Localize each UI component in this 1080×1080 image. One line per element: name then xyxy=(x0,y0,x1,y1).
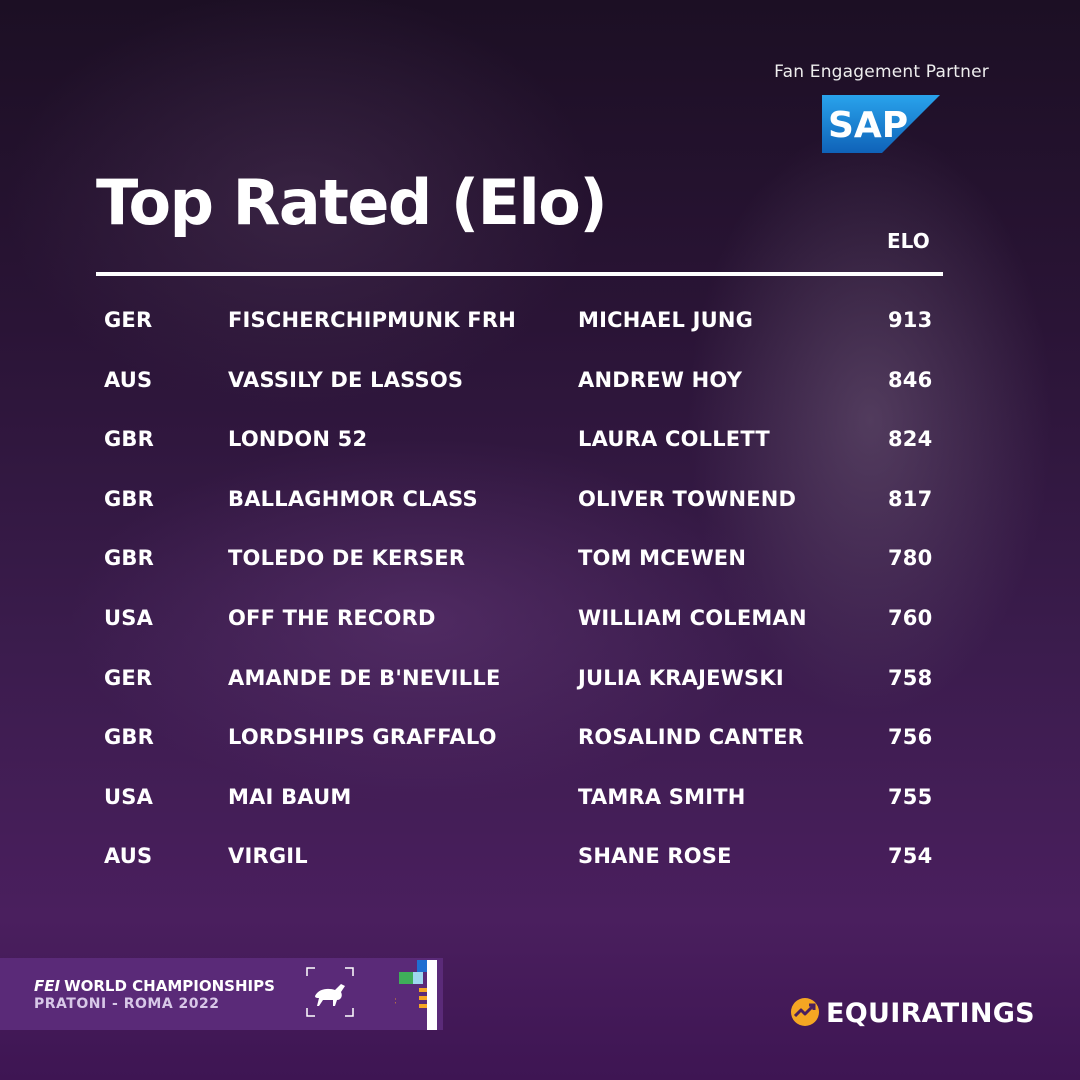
table-row: AUS VIRGIL SHANE ROSE 754 xyxy=(0,828,1080,888)
elo-cell: 846 xyxy=(888,367,933,392)
table-row: GBR LONDON 52 LAURA COLLETT 824 xyxy=(0,411,1080,471)
elo-cell: 780 xyxy=(888,546,933,571)
elo-cell: 817 xyxy=(888,486,933,511)
horse-cell: OFF THE RECORD xyxy=(228,605,436,630)
horse-cell: VASSILY DE LASSOS xyxy=(228,367,464,392)
rider-cell: TAMRA SMITH xyxy=(578,784,746,809)
horse-cell: FISCHERCHIPMUNK FRH xyxy=(228,308,516,332)
header-divider xyxy=(96,272,943,276)
page-title: Top Rated (Elo) xyxy=(96,166,608,239)
rider-cell: ANDREW HOY xyxy=(578,367,743,392)
rider-cell: LAURA COLLETT xyxy=(578,427,770,452)
horse-icon xyxy=(305,966,355,1018)
elo-cell: 913 xyxy=(888,308,933,332)
country-cell: GBR xyxy=(104,486,155,511)
rider-cell: SHANE ROSE xyxy=(578,844,732,869)
rider-cell: ROSALIND CANTER xyxy=(578,725,804,750)
elo-cell: 755 xyxy=(888,784,933,809)
country-cell: GBR xyxy=(104,725,155,750)
table-row: GBR TOLEDO DE KERSER TOM MCEWEN 780 xyxy=(0,530,1080,590)
country-cell: USA xyxy=(104,605,154,630)
country-cell: GBR xyxy=(104,427,155,452)
table-row: GER FISCHERCHIPMUNK FRH MICHAEL JUNG 913 xyxy=(0,292,1080,352)
partner-label: Fan Engagement Partner xyxy=(774,62,989,82)
championship-event: WORLD CHAMPIONSHIPS xyxy=(64,977,275,995)
horse-cell: VIRGIL xyxy=(228,844,308,869)
elo-cell: 760 xyxy=(888,605,933,630)
country-cell: GBR xyxy=(104,546,155,571)
horse-cell: LONDON 52 xyxy=(228,427,368,452)
horse-cell: BALLAGHMOR CLASS xyxy=(228,486,478,511)
country-cell: USA xyxy=(104,784,154,809)
country-cell: AUS xyxy=(104,844,153,869)
elo-cell: 758 xyxy=(888,665,933,690)
horse-cell: MAI BAUM xyxy=(228,784,352,809)
rider-cell: WILLIAM COLEMAN xyxy=(578,605,807,630)
table-row: GBR BALLAGHMOR CLASS OLIVER TOWNEND 817 xyxy=(0,471,1080,531)
country-cell: GER xyxy=(104,308,153,332)
equiratings-brand: EQUIRATINGS xyxy=(826,998,1035,1029)
elo-column-header: ELO xyxy=(887,229,930,253)
elo-cell: 824 xyxy=(888,427,933,452)
table-row: AUS VASSILY DE LASSOS ANDREW HOY 846 xyxy=(0,352,1080,412)
flag-icon: ✱ xyxy=(385,958,443,1030)
equiratings-logo-icon xyxy=(790,997,820,1027)
table-row: USA OFF THE RECORD WILLIAM COLEMAN 760 xyxy=(0,590,1080,650)
country-cell: GER xyxy=(104,665,153,690)
svg-text:✱: ✱ xyxy=(395,994,397,1010)
championship-banner: FEI WORLD CHAMPIONSHIPS PRATONI - ROMA 20… xyxy=(0,958,443,1030)
elo-cell: 754 xyxy=(888,844,933,869)
rider-cell: TOM MCEWEN xyxy=(578,546,747,571)
rider-cell: MICHAEL JUNG xyxy=(578,308,754,332)
championship-title: FEI WORLD CHAMPIONSHIPS xyxy=(34,977,275,995)
svg-text:SAP: SAP xyxy=(828,105,908,146)
table-row: GER AMANDE DE B'NEVILLE JULIA KRAJEWSKI 758 xyxy=(0,650,1080,710)
elo-cell: 756 xyxy=(888,725,933,750)
table-row: USA MAI BAUM TAMRA SMITH 755 xyxy=(0,769,1080,829)
ratings-table: GER FISCHERCHIPMUNK FRH MICHAEL JUNG 913 AUS… xyxy=(0,292,1080,888)
table-row: GBR LORDSHIPS GRAFFALO ROSALIND CANTER 756 xyxy=(0,709,1080,769)
rider-cell: JULIA KRAJEWSKI xyxy=(578,665,784,690)
sap-logo: SAP xyxy=(822,95,940,153)
fei-logo: FEI xyxy=(34,977,61,995)
horse-cell: LORDSHIPS GRAFFALO xyxy=(228,725,497,750)
horse-cell: AMANDE DE B'NEVILLE xyxy=(228,665,501,690)
horse-cell: TOLEDO DE KERSER xyxy=(228,546,466,571)
rider-cell: OLIVER TOWNEND xyxy=(578,486,797,511)
championship-venue: PRATONI - ROMA 2022 xyxy=(34,996,220,1012)
country-cell: AUS xyxy=(104,367,153,392)
